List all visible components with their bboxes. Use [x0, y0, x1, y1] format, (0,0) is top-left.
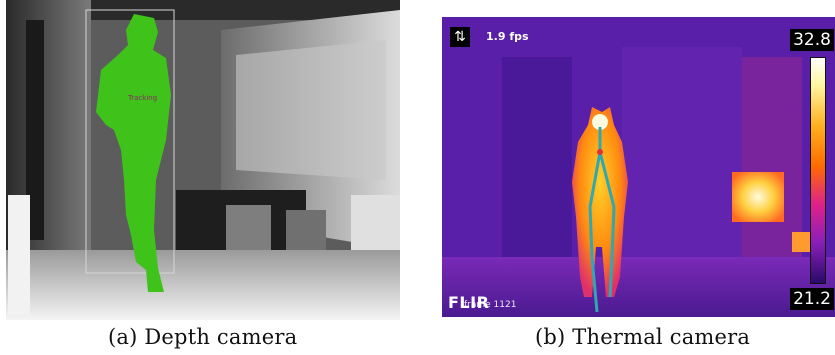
heat-source — [732, 172, 784, 222]
person-silhouette — [96, 14, 171, 292]
depth-scene — [6, 0, 400, 320]
person-label: Tracking — [128, 94, 158, 102]
person-heat-signature — [572, 107, 628, 297]
orientation-icon: ⇅ — [450, 27, 470, 47]
depth-camera-image: Tracking — [6, 0, 400, 320]
person-bounding-box — [85, 9, 175, 274]
frame-counter: frame 1121 — [464, 300, 517, 310]
thermal-scene — [442, 17, 835, 317]
depth-caption: (a) Depth camera — [108, 325, 298, 349]
temperature-max: 32.8 — [790, 29, 834, 51]
thermal-caption: (b) Thermal camera — [535, 325, 751, 349]
skeleton-overlay — [588, 127, 616, 313]
temperature-min: 21.2 — [790, 288, 834, 310]
temperature-scale-bar — [810, 57, 826, 284]
thermal-camera-image: ⇅ 1.9 fps FLIR frame 1121 32.8 21.2 — [442, 17, 835, 317]
flir-logo: FLIR — [448, 293, 490, 312]
fps-readout: 1.9 fps — [486, 30, 529, 43]
